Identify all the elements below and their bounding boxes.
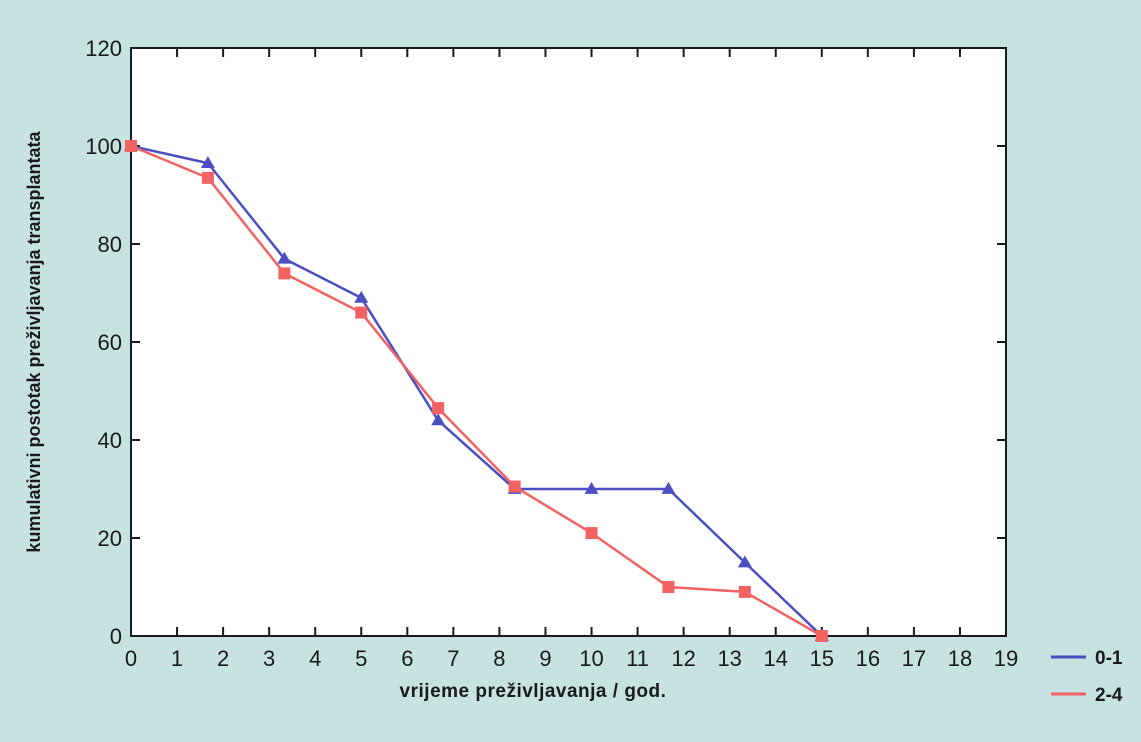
y-tick-label: 120 [85,36,122,61]
series-2-4 [125,140,828,642]
data-point-triangle [354,290,369,303]
data-point-square [355,306,368,319]
data-point-square [738,585,751,598]
x-axis: 0 1 2 3 4 5 6 7 8 9 10 11 12 13 14 15 16 17 18 19 [125,48,1018,671]
legend-label: 0-1 [1095,648,1123,669]
x-tick-label: 1 [171,646,183,671]
plot-area [130,47,1007,637]
series-layer [124,139,829,642]
y-axis-label: kumulativni postotak preživljavanja tran… [24,130,44,552]
x-tick-label: 19 [994,646,1018,671]
x-tick-label: 8 [493,646,505,671]
x-tick-label: 9 [539,646,551,671]
y-axis: 0 20 40 60 80 100 120 [85,36,1006,649]
data-point-square [585,527,598,540]
y-tick-label: 20 [98,526,122,551]
x-tick-label: 15 [810,646,834,671]
x-tick-label: 6 [401,646,413,671]
series-line [130,144,823,637]
series-line [130,144,823,638]
data-point-triangle [661,482,676,494]
x-tick-label: 17 [902,646,926,671]
x-tick-label: 3 [263,646,275,671]
x-tick-label: 7 [447,646,459,671]
data-point-triangle [200,156,215,169]
data-point-square [662,581,675,593]
y-tick-label: 0 [110,624,122,649]
data-point-triangle [737,555,752,568]
data-point-square [432,402,445,415]
x-tick-label: 0 [125,646,137,671]
data-point-square [815,630,828,642]
y-tick-label: 40 [98,428,122,453]
x-tick-label: 12 [671,646,695,671]
legend: 0-1 2-4 [1051,648,1123,706]
y-tick-label: 80 [98,232,122,257]
x-tick-label: 5 [355,646,367,671]
data-point-square [125,140,137,152]
data-point-triangle [431,413,446,426]
x-axis-label: vrijeme preživljavanja / god. [400,681,667,702]
data-point-triangle [277,251,292,264]
data-point-square [508,480,521,493]
x-tick-label: 10 [579,646,603,671]
data-point-triangle [584,482,599,494]
data-point-square [201,171,214,184]
y-tick-label: 60 [98,330,122,355]
x-tick-label: 18 [948,646,972,671]
x-tick-label: 14 [763,646,787,671]
x-tick-label: 16 [856,646,880,671]
x-tick-label: 11 [626,646,649,671]
x-tick-label: 4 [309,646,321,671]
data-point-square [278,267,291,280]
y-tick-label: 100 [85,134,122,159]
legend-label: 2-4 [1095,685,1123,706]
x-tick-label: 2 [217,646,229,671]
x-tick-label: 13 [717,646,741,671]
